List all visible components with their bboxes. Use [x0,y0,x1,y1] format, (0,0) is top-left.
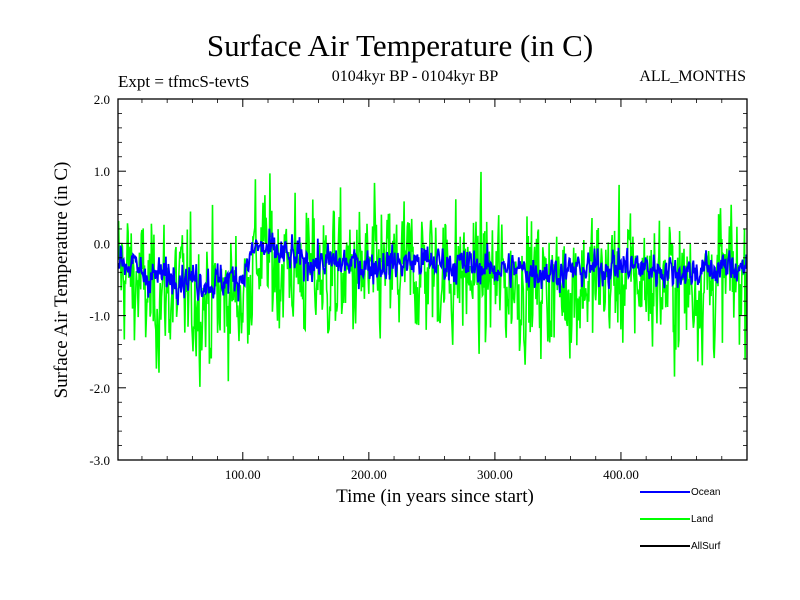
x-axis-label: Time (in years since start) [336,486,534,507]
x-tick-label: 200.00 [351,467,387,482]
y-tick-label: 1.0 [94,164,110,179]
legend-label-land: Land [691,514,713,525]
period-label: 0104kyr BP - 0104kyr BP [331,68,499,85]
y-tick-label: 0.0 [94,236,110,251]
series-line-land [118,171,747,387]
y-tick-label: -2.0 [89,381,110,396]
y-tick-label: 2.0 [94,92,110,107]
y-tick-label: -3.0 [89,453,110,468]
months-label: ALL_MONTHS [639,68,746,85]
legend: Ocean Land AllSurf [640,487,721,552]
y-tick-label: -1.0 [89,309,110,324]
series-line-ocean [118,228,747,306]
plot-area [118,171,747,387]
y-axis-label: Surface Air Temperature (in C) [51,161,72,399]
legend-label-ocean: Ocean [691,487,720,498]
chart-title: Surface Air Temperature (in C) [206,28,594,63]
axes: 2.0 1.0 0.0 -1.0 -2.0 -3.0 100.00 200.00 300.00 4… [89,92,747,482]
x-tick-label: 400.00 [603,467,639,482]
plot-frame [117,98,748,461]
x-tick-label: 300.00 [477,467,513,482]
experiment-label: Expt = tfmcS-tevtS [118,72,250,91]
legend-label-allsurf: AllSurf [691,541,721,552]
x-tick-label: 100.00 [225,467,261,482]
